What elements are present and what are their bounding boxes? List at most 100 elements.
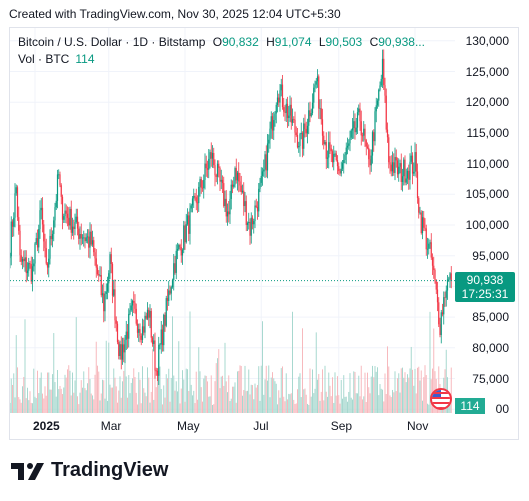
candle-body <box>120 344 122 360</box>
volume-bar <box>144 392 146 413</box>
volume-bar <box>140 403 142 413</box>
candle-body <box>243 190 245 207</box>
candle-body <box>295 132 297 136</box>
price-tick-label: 100,000 <box>465 218 509 232</box>
volume-bar <box>357 393 358 413</box>
volume-bar <box>245 391 247 413</box>
candle-body <box>23 258 25 262</box>
volume-bar <box>18 397 20 413</box>
volume-bar <box>83 371 85 413</box>
volume-bar <box>73 392 75 413</box>
candle-body <box>369 159 371 166</box>
volume-bar <box>340 379 342 413</box>
candle-body <box>215 175 217 177</box>
candle-body <box>246 223 249 225</box>
candle-body <box>399 163 401 167</box>
us-flag-icon[interactable] <box>430 388 452 410</box>
candle-body <box>183 225 185 250</box>
chart-plot-area[interactable] <box>10 28 455 413</box>
candle-body <box>158 344 160 376</box>
volume-bar <box>164 397 166 413</box>
candle-body <box>293 119 295 121</box>
candle-body <box>254 205 256 222</box>
candle-body <box>343 159 345 164</box>
candle-body <box>235 168 237 181</box>
candle-body <box>198 186 200 204</box>
volume-bar <box>192 395 193 413</box>
volume-bar <box>32 403 33 413</box>
candle-body <box>353 121 355 129</box>
volume-bar <box>27 387 28 413</box>
volume-bar <box>187 369 188 413</box>
time-tick-label: Sep <box>330 419 353 433</box>
volume-bar <box>92 395 93 413</box>
candle-body <box>419 212 421 214</box>
volume-bar <box>274 381 276 413</box>
volume-bar <box>385 393 387 413</box>
candle-body <box>443 297 445 315</box>
candle-body <box>171 279 174 288</box>
candle-body <box>230 184 232 199</box>
candle-body <box>118 342 120 356</box>
volume-bar <box>397 378 398 413</box>
volume-bar <box>427 403 428 413</box>
candle-body <box>104 293 106 312</box>
candle-body <box>95 258 97 268</box>
candle-body <box>44 241 46 249</box>
volume-bar <box>180 388 182 413</box>
candle-body <box>46 263 49 268</box>
volume-bar <box>339 403 341 413</box>
candle-body <box>363 128 365 136</box>
candle-body <box>31 266 34 282</box>
candle-body <box>314 84 316 88</box>
volume-bar <box>418 366 420 413</box>
volume-bar <box>312 369 313 413</box>
candle-body <box>450 273 452 281</box>
volume-bar <box>138 372 140 413</box>
time-tick-label: 2025 <box>33 419 60 433</box>
volume-bar <box>265 365 267 413</box>
volume-bar <box>213 404 215 413</box>
candle-body <box>431 257 434 266</box>
candle-body <box>256 206 259 212</box>
volume-bar <box>209 396 211 413</box>
candle-body <box>148 309 150 318</box>
volume-bar <box>419 380 421 413</box>
volume-bar <box>313 393 315 413</box>
candle-body <box>385 95 387 130</box>
candle-body <box>361 135 364 137</box>
time-tick-label: Mar <box>100 419 122 433</box>
volume-bar <box>290 393 292 413</box>
volume-bar <box>64 374 66 413</box>
candle-body <box>146 309 149 319</box>
volume-bar <box>20 402 22 413</box>
volume-bar <box>177 391 178 413</box>
candle-body <box>211 152 214 159</box>
candle-body <box>125 331 127 340</box>
candle-body <box>350 130 352 138</box>
volume-bar <box>270 377 272 413</box>
volume-bar <box>42 393 43 413</box>
candle-body <box>414 152 416 172</box>
price-tick-label: 120,000 <box>465 95 509 110</box>
volume-bar <box>387 346 388 413</box>
candle-body <box>36 238 39 248</box>
candle-body <box>54 207 56 221</box>
volume-bar <box>223 385 225 413</box>
volume-bar <box>102 379 103 413</box>
candle-body <box>318 76 320 109</box>
volume-bar <box>369 393 371 413</box>
volume-bar <box>184 401 186 413</box>
candle-body <box>354 121 356 133</box>
volume-bar <box>12 384 13 413</box>
volume-bar <box>268 365 270 413</box>
volume-bar <box>68 365 70 413</box>
candle-body <box>184 225 186 243</box>
candle-body <box>344 154 346 160</box>
high-value: 91,074 <box>274 35 312 49</box>
volume-bar <box>320 391 322 413</box>
volume-bar <box>300 397 302 413</box>
candle-body <box>236 172 239 181</box>
candle-body <box>53 220 55 234</box>
candle-body <box>389 162 391 165</box>
